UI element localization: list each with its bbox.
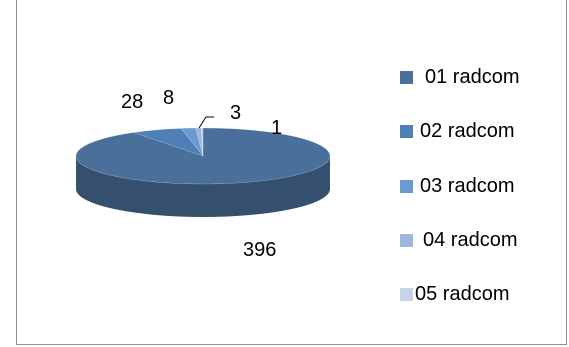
legend-item-01: 01 radcom (400, 64, 520, 90)
pie-slice-5 (200, 127, 204, 157)
data-label-2: 28 (121, 91, 143, 113)
legend-label-03: 03 radcom (420, 174, 515, 197)
legend-swatch-04 (400, 233, 413, 247)
legend-label-05: 05 radcom (415, 282, 510, 305)
data-label-4: 3 (230, 102, 241, 124)
legend-item-03: 03 radcom (400, 173, 515, 199)
legend-swatch-02 (400, 124, 413, 138)
legend-item-05: 05 radcom (400, 281, 510, 307)
data-label-5: 1 (271, 117, 282, 139)
data-label-1: 396 (243, 239, 276, 261)
pie-slice-1 (75, 127, 331, 185)
pie-slice-2 (133, 128, 204, 157)
legend-label-01: 01 radcom (425, 65, 520, 88)
pie-group (75, 127, 331, 217)
pie-slice-4 (195, 127, 204, 157)
legend-swatch-01 (400, 70, 413, 84)
legend-item-02: 02 radcom (400, 118, 515, 144)
data-label-3: 8 (163, 87, 174, 109)
legend-label-04: 04 radcom (423, 228, 518, 251)
legend-swatch-03 (400, 179, 413, 193)
legend-item-04: 04 radcom (400, 227, 518, 253)
leader-line-3 (198, 116, 214, 129)
legend-swatch-05 (400, 287, 413, 301)
pie-slice-3 (180, 127, 204, 157)
pie-slice-side-1 (76, 156, 330, 217)
legend: 01 radcom 02 radcom 03 radcom 04 radcom … (400, 0, 565, 330)
data-labels: 396 28 8 3 1 (121, 87, 282, 261)
legend-label-02: 02 radcom (420, 119, 515, 142)
